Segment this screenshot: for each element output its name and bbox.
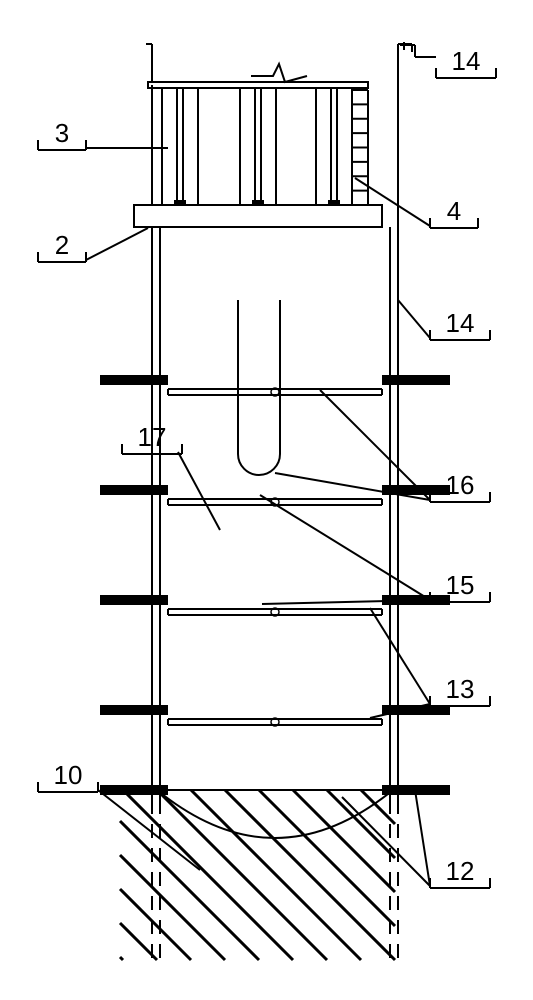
svg-text:2: 2	[55, 230, 69, 260]
svg-text:14: 14	[446, 308, 475, 338]
callout-2: 2	[38, 228, 148, 262]
svg-text:10: 10	[54, 760, 83, 790]
callout-13: 13	[370, 608, 490, 718]
svg-text:16: 16	[446, 470, 475, 500]
callout-14-side: 14	[398, 300, 490, 340]
callout-17: 17	[122, 422, 220, 530]
callout-14-top: 14	[400, 45, 496, 78]
callout-10: 10	[38, 760, 200, 870]
svg-text:12: 12	[446, 856, 475, 886]
svg-text:4: 4	[447, 196, 461, 226]
svg-text:14: 14	[452, 46, 481, 76]
callout-12: 12	[342, 790, 490, 888]
callout-3: 3	[38, 118, 168, 150]
callout-15: 15	[260, 495, 490, 604]
svg-text:13: 13	[446, 674, 475, 704]
svg-text:3: 3	[55, 118, 69, 148]
svg-text:15: 15	[446, 570, 475, 600]
svg-text:17: 17	[138, 422, 167, 452]
